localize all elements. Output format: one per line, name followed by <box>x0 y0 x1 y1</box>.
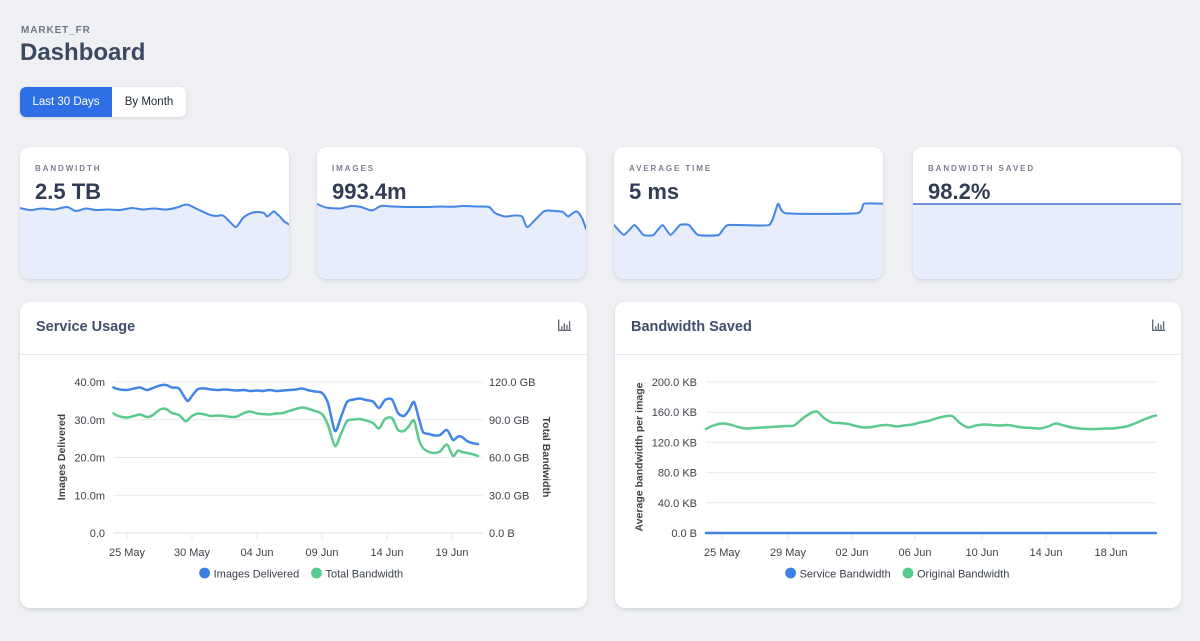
svg-text:25 May: 25 May <box>109 547 146 559</box>
svg-text:200.0 KB: 200.0 KB <box>652 377 697 389</box>
svg-text:90.0 GB: 90.0 GB <box>489 415 529 427</box>
svg-text:0.0 B: 0.0 B <box>671 528 697 540</box>
svg-text:25 May: 25 May <box>704 547 741 559</box>
svg-text:06 Jun: 06 Jun <box>898 547 931 559</box>
svg-text:Images Delivered: Images Delivered <box>56 414 68 500</box>
svg-text:02 Jun: 02 Jun <box>835 547 868 559</box>
svg-text:Average bandwidth per image: Average bandwidth per image <box>634 382 646 531</box>
svg-text:30.0 GB: 30.0 GB <box>489 490 529 502</box>
svg-text:20.0m: 20.0m <box>74 453 105 465</box>
svg-text:30.0m: 30.0m <box>74 415 105 427</box>
svg-text:04 Jun: 04 Jun <box>240 547 273 559</box>
svg-text:30 May: 30 May <box>174 547 211 559</box>
svg-text:14 Jun: 14 Jun <box>370 547 403 559</box>
svg-text:19 Jun: 19 Jun <box>435 547 468 559</box>
svg-text:Service Bandwidth: Service Bandwidth <box>800 569 891 581</box>
svg-text:10 Jun: 10 Jun <box>965 547 998 559</box>
svg-text:0.0 B: 0.0 B <box>489 528 515 540</box>
svg-text:10.0m: 10.0m <box>74 490 105 502</box>
svg-text:40.0m: 40.0m <box>74 377 105 389</box>
svg-text:60.0 GB: 60.0 GB <box>489 453 529 465</box>
svg-text:120.0 KB: 120.0 KB <box>652 437 697 449</box>
svg-text:40.0 KB: 40.0 KB <box>658 498 697 510</box>
svg-text:Original Bandwidth: Original Bandwidth <box>917 569 1009 581</box>
svg-text:Total Bandwidth: Total Bandwidth <box>326 569 404 581</box>
svg-text:120.0 GB: 120.0 GB <box>489 377 535 389</box>
svg-text:0.0: 0.0 <box>90 528 105 540</box>
svg-text:29 May: 29 May <box>770 547 807 559</box>
svg-text:18 Jun: 18 Jun <box>1094 547 1127 559</box>
svg-text:80.0 KB: 80.0 KB <box>658 468 697 480</box>
svg-text:160.0 KB: 160.0 KB <box>652 407 697 419</box>
svg-text:Images Delivered: Images Delivered <box>214 569 300 581</box>
svg-text:14 Jun: 14 Jun <box>1029 547 1062 559</box>
svg-text:Total Bandwidth: Total Bandwidth <box>540 417 552 498</box>
svg-text:09 Jun: 09 Jun <box>305 547 338 559</box>
